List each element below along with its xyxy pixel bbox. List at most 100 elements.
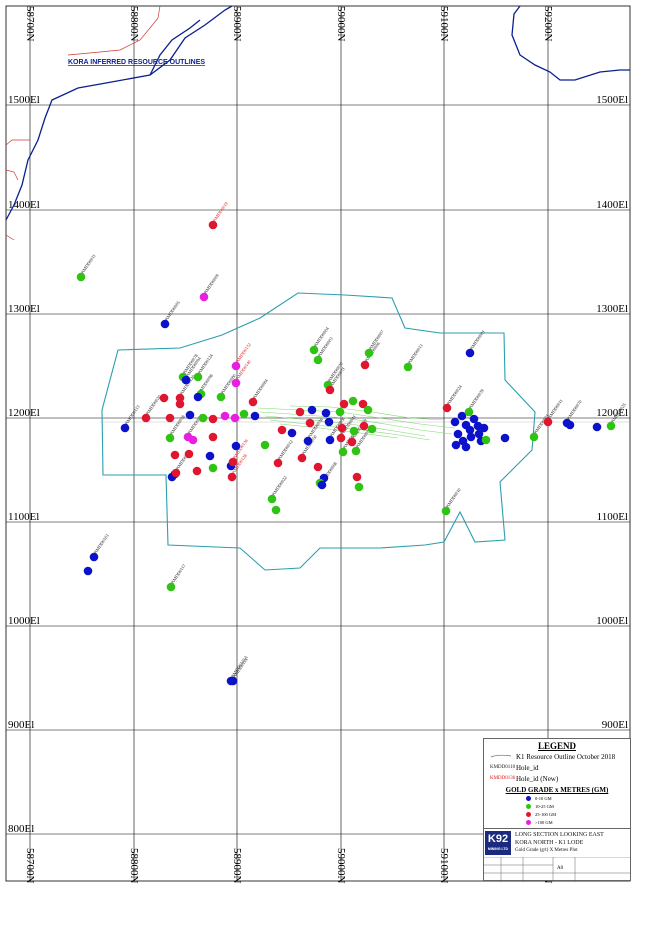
hole-id-label: KMDD0020 xyxy=(145,393,163,415)
drill-hole-dot xyxy=(474,429,484,439)
elevation-label-left: 1400El xyxy=(8,199,40,211)
drill-hole-dot xyxy=(277,425,287,435)
drill-hole-dot xyxy=(198,413,208,423)
drill-hole-dot xyxy=(208,220,218,230)
drill-hole-dot xyxy=(466,432,476,442)
logo-subtext: MINING LTD xyxy=(487,847,509,851)
drill-hole-dot xyxy=(351,446,361,456)
elevation-label-right: 1100El xyxy=(597,511,628,523)
drill-hole-dot xyxy=(228,457,238,467)
drill-hole-dot xyxy=(354,482,364,492)
drill-hole-dot xyxy=(352,472,362,482)
grade-label: 10-25 GM xyxy=(535,803,554,809)
northing-label-bottom: 59100N xyxy=(438,848,450,884)
title-line-1: LONG SECTION LOOKING EAST xyxy=(515,832,604,838)
legend-row-label: Hole_id xyxy=(516,763,539,772)
drill-hole-dot xyxy=(297,453,307,463)
elevation-label-left: 1200El xyxy=(8,407,40,419)
hole-id-label: KMDD0124 xyxy=(197,352,215,374)
grade-dot xyxy=(526,811,531,817)
drill-hole-dot xyxy=(500,433,510,443)
drill-hole-dot xyxy=(76,272,86,282)
holeid-symbol: KMDD0110 xyxy=(490,765,516,770)
hole-id-label: KMDD0039 xyxy=(468,387,486,409)
drill-hole-dot xyxy=(465,348,475,358)
drill-hole-dot xyxy=(175,399,185,409)
drill-hole-dot xyxy=(360,360,370,370)
elevation-label-left: 1300El xyxy=(8,303,40,315)
drill-hole-dot xyxy=(562,418,572,428)
legend-row-label: Hole_id (New) xyxy=(516,774,559,783)
northing-label-top: 59100N xyxy=(438,6,450,42)
northing-label-bottom: 59000N xyxy=(335,848,347,884)
drill-hole-dot xyxy=(336,433,346,443)
grade-title: GOLD GRADE x METRES (GM) xyxy=(505,786,609,794)
grade-dot xyxy=(526,795,531,801)
old-outline-red-2 xyxy=(5,169,19,181)
k92-logo-icon: K92 MINING LTD xyxy=(485,831,511,855)
drill-hole-dot xyxy=(325,435,335,445)
grid-lines xyxy=(6,6,630,881)
drill-hole-dot xyxy=(305,418,315,428)
drill-hole-dot xyxy=(287,428,297,438)
grade-row-0-10: 0-10 GM xyxy=(484,794,630,802)
drill-hole-dot xyxy=(337,423,347,433)
grade-row-100-plus: >100 GM xyxy=(484,818,630,826)
grade-label: 0-10 GM xyxy=(535,795,552,801)
drill-hole-dot xyxy=(184,449,194,459)
logo-text: K92 xyxy=(487,833,509,845)
drill-hole-dot xyxy=(273,458,283,468)
drill-hole-dot xyxy=(181,375,191,385)
drill-hole-dot xyxy=(199,292,209,302)
outline-symbol xyxy=(490,753,516,761)
legend-row-outline: K1 Resource Outline October 2018 xyxy=(484,751,630,762)
hole-id-label: KMDD0103 xyxy=(93,532,111,554)
drill-hole-dot xyxy=(250,411,260,421)
elevation-label-left: 1100El xyxy=(8,511,39,523)
drill-hole-dot xyxy=(325,385,335,395)
hole-id-label: KMDD0010 xyxy=(445,486,463,508)
drill-hole-dot xyxy=(457,411,467,421)
drill-hole-dot xyxy=(321,408,331,418)
drill-hole-dot xyxy=(227,472,237,482)
drill-hole-dot xyxy=(160,319,170,329)
drill-hole-dot xyxy=(367,424,377,434)
drill-hole-dot xyxy=(317,480,327,490)
hole-id-label: KMDD0011 xyxy=(80,253,97,274)
drill-hole-dot xyxy=(363,405,373,415)
drill-hole-dot xyxy=(465,425,475,435)
elevation-label-left: 900El xyxy=(8,719,34,731)
drill-hole-dot xyxy=(183,432,193,442)
northing-label-top: 59200N xyxy=(542,6,554,42)
legend-title: LEGEND xyxy=(537,741,576,751)
northing-label-top: 58900N xyxy=(231,6,243,42)
drill-hole-dot xyxy=(307,405,317,415)
drill-hole-dot xyxy=(441,506,451,516)
legend-row-holeid: KMDD0110 Hole_id xyxy=(484,762,630,773)
drill-hole-dot xyxy=(271,505,281,515)
grade-label: >100 GM xyxy=(535,819,553,825)
drill-hole-dot xyxy=(349,426,359,436)
drill-hole-dot xyxy=(220,411,230,421)
title-line-2: KORA NORTH - K1 LODE xyxy=(515,840,584,846)
drill-hole-dot xyxy=(216,392,226,402)
drill-hole-dot xyxy=(529,432,539,442)
hole-id-label: KMDD0024 xyxy=(446,383,464,405)
grade-label: 25-100 GM xyxy=(535,811,557,817)
drill-hole-dot xyxy=(231,378,241,388)
drill-hole-dot xyxy=(453,429,463,439)
grade-row-25-100: 25-100 GM xyxy=(484,810,630,818)
elevation-label-right: 1000El xyxy=(596,615,628,627)
drill-hole-dot xyxy=(165,413,175,423)
northing-label-bottom: 58900N xyxy=(231,848,243,884)
drill-hole-dot xyxy=(295,407,305,417)
drill-hole-dot xyxy=(347,437,357,447)
drill-hole-dot xyxy=(165,433,175,443)
drill-hole-dot xyxy=(83,566,93,576)
hole-id-label: KMDD0001 xyxy=(469,329,486,351)
drill-hole-dot xyxy=(461,442,471,452)
hole-id-label: KMDD0012 xyxy=(277,439,294,461)
elevation-label-right: 1300El xyxy=(596,303,628,315)
elevation-label-right: 1200El xyxy=(596,407,628,419)
grade-row-10-25: 10-25 GM xyxy=(484,802,630,810)
